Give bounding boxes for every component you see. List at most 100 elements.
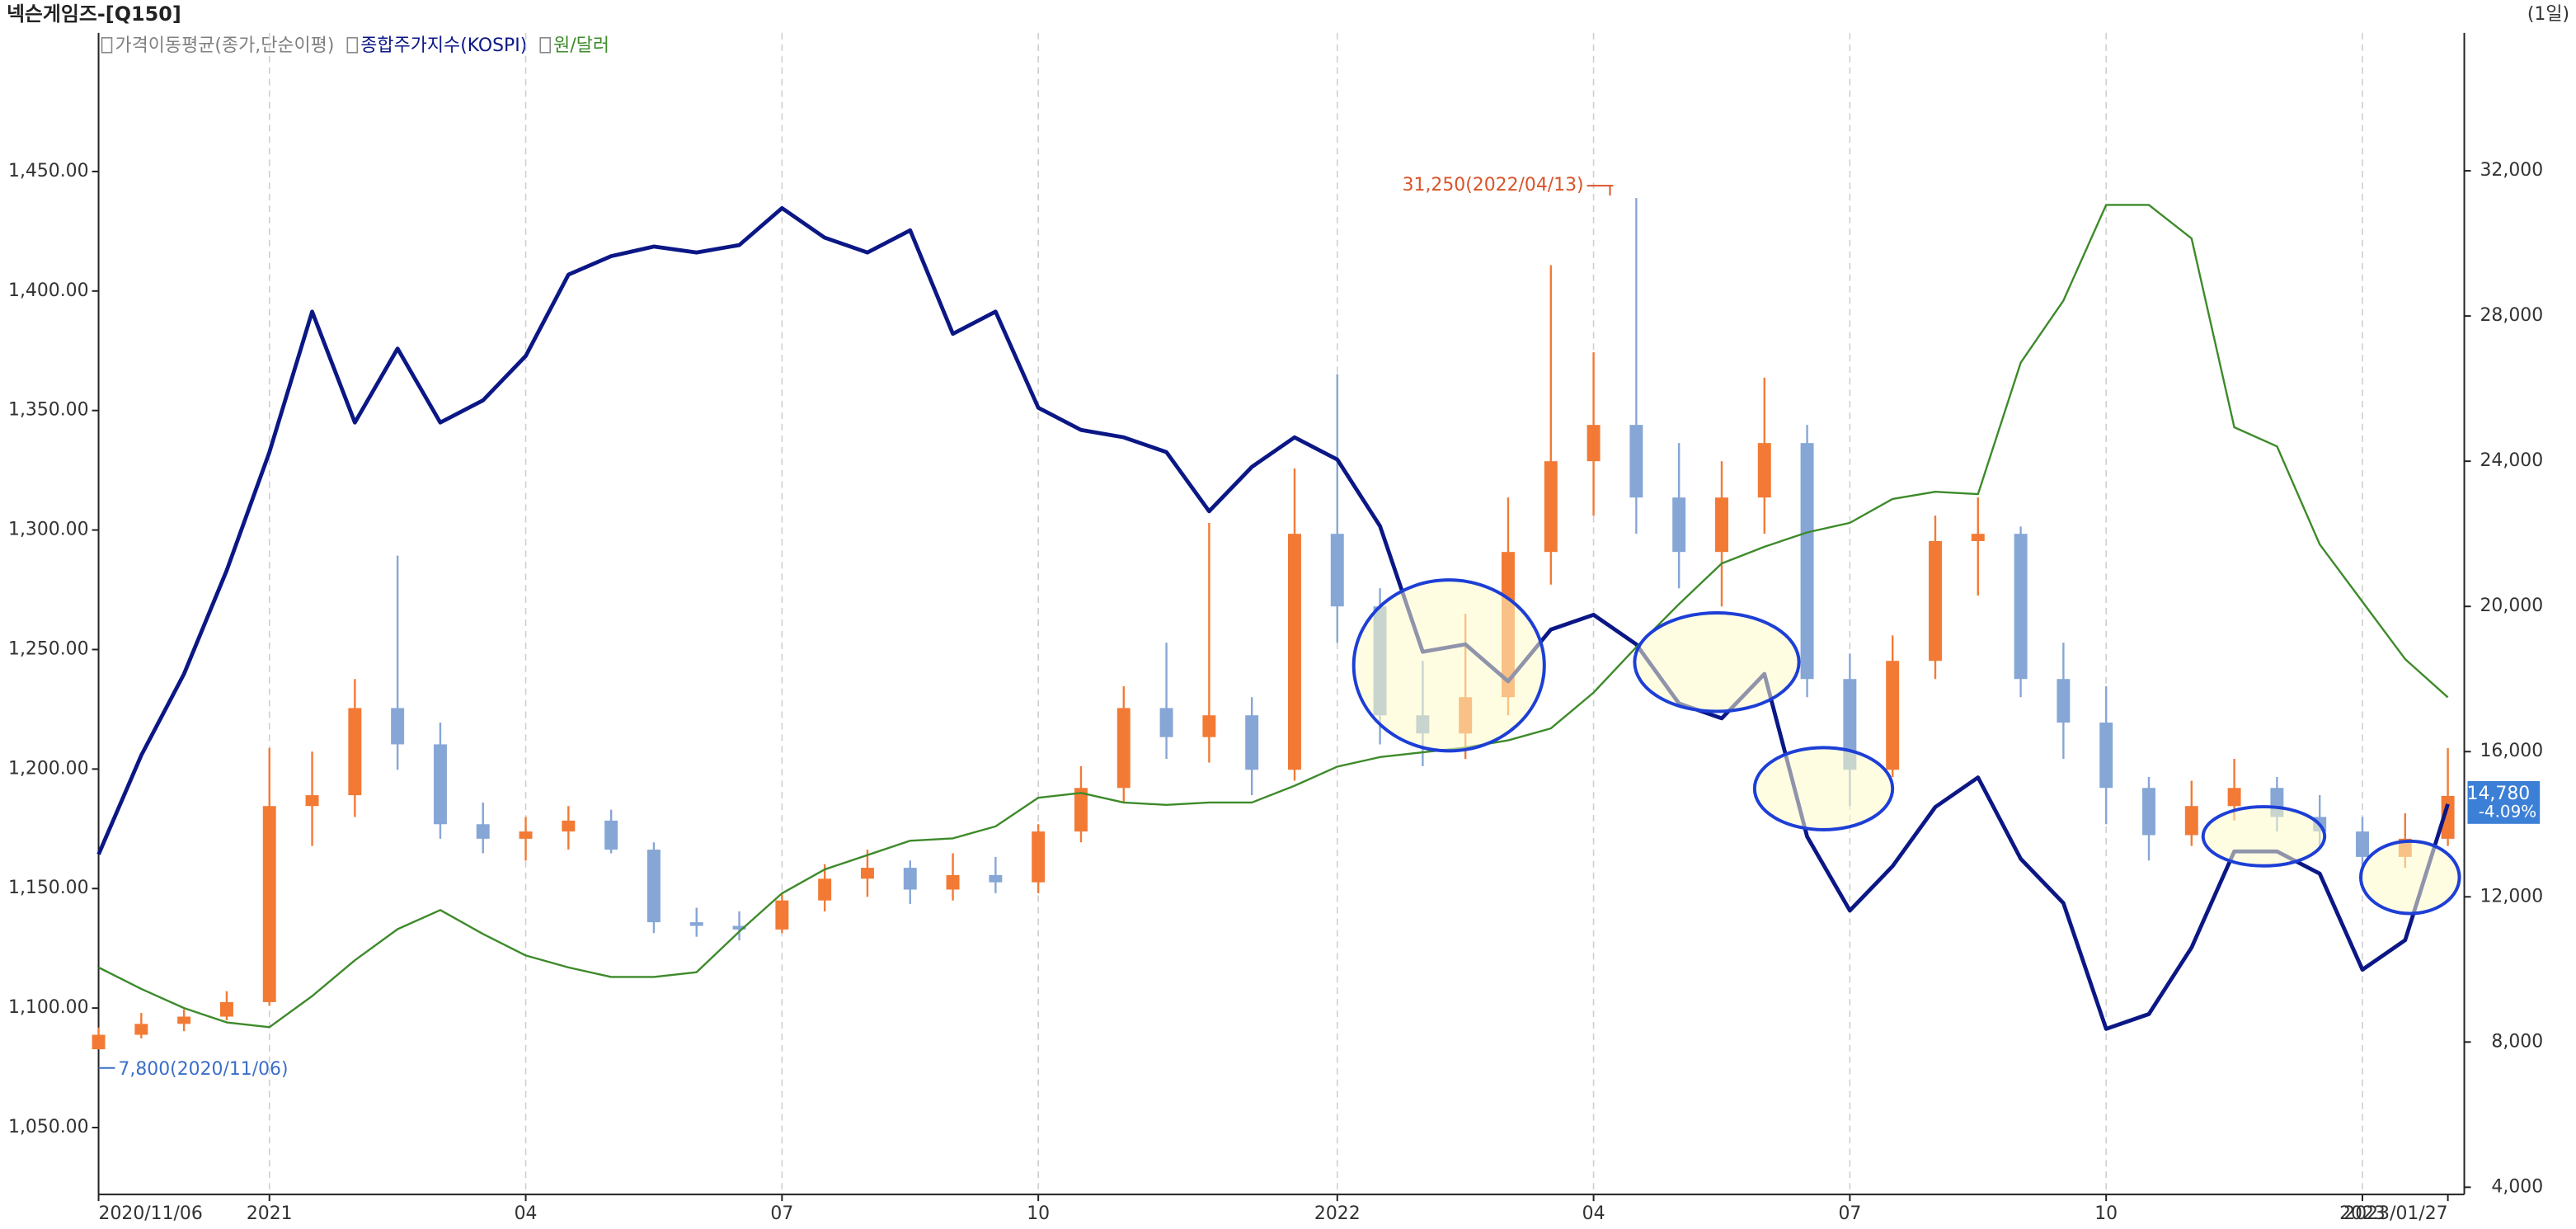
candle-body [1288, 534, 1301, 770]
candle-body [2014, 534, 2028, 680]
candle-body [1629, 425, 1643, 498]
last-price-label: 14,780 [2467, 784, 2531, 804]
candle-body [2142, 788, 2155, 836]
candle-body [1032, 831, 1046, 883]
candle-body [219, 1001, 233, 1017]
candle-body [946, 874, 960, 890]
y-tick-label: 1,100.00 [8, 997, 89, 1018]
x-tick-label: 04 [515, 1203, 538, 1224]
annotation: 31,250(2022/04/13) [1403, 175, 1584, 195]
candle-body [732, 925, 746, 930]
y2-tick-label: 20,000 [2480, 596, 2543, 616]
legend-icon [346, 37, 359, 54]
candle-body [2184, 806, 2198, 836]
y-tick-label: 1,350.00 [8, 400, 89, 421]
candle-body [433, 744, 447, 825]
y-tick-label: 1,250.00 [8, 638, 89, 659]
x-tick-label: 04 [1582, 1203, 1605, 1224]
last-price-box [2467, 781, 2541, 824]
candle-body [519, 831, 533, 839]
candle-body [818, 878, 832, 901]
highlights [1351, 578, 2461, 916]
y-tick-label: 1,450.00 [8, 161, 89, 181]
legend-icon [101, 37, 113, 54]
plot [92, 198, 2455, 1050]
legend-label: 원/달러 [553, 35, 609, 56]
highlight [1633, 611, 1801, 713]
candle-body [134, 1024, 148, 1035]
candle-body [262, 806, 276, 1002]
candle-body [1929, 540, 1942, 662]
x-tick-label: 2022 [1314, 1203, 1361, 1224]
y2-tick-label: 32,000 [2480, 160, 2543, 181]
highlight [2359, 839, 2461, 916]
x-tick-label: 07 [770, 1203, 793, 1224]
candle-body [1971, 534, 1985, 541]
y2-tick-label: 8,000 [2491, 1031, 2543, 1052]
y2-tick-label: 4,000 [2491, 1176, 2543, 1197]
candle-body [305, 795, 319, 807]
candle-body [1886, 661, 1900, 770]
y-tick-label: 1,050.00 [8, 1117, 89, 1137]
y2-tick-label: 16,000 [2480, 741, 2543, 761]
legend-label: 가격이동평균(종가,단순이평) [115, 35, 334, 56]
x-tick-label: 10 [1027, 1203, 1050, 1224]
chart-title: 넥슨게임즈-[Q150] [7, 2, 181, 26]
candle-body [2099, 723, 2113, 789]
legend-icon [539, 37, 551, 54]
candle-body [92, 1034, 106, 1050]
candle-body [1715, 497, 1728, 553]
candle-body [1330, 534, 1344, 607]
legend: 가격이동평균(종가,단순이평) 종합주가지수(KOSPI) 원/달러 [101, 35, 609, 56]
last-price: 14,780-4.09% [2467, 781, 2541, 824]
y2-tick-label: 24,000 [2480, 450, 2543, 471]
y2-tick-label: 12,000 [2480, 886, 2543, 906]
x-tick-label: 2020/11/06 [99, 1203, 203, 1224]
candle-body [391, 708, 405, 745]
candle-body [646, 850, 660, 923]
candle-body [2441, 795, 2455, 839]
y2-tick-label: 28,000 [2480, 305, 2543, 326]
y-tick-label: 1,150.00 [8, 878, 89, 898]
candle-body [1843, 679, 1857, 770]
x-tick-label: 2023/01/27 [2343, 1203, 2447, 1224]
series-line [98, 204, 2449, 1029]
candle-body [1202, 715, 1216, 737]
candle-body [476, 824, 490, 839]
candle-body [1245, 715, 1259, 770]
candle-body [1586, 425, 1601, 462]
x-tick-label: 2023 [2339, 1203, 2386, 1224]
annotation: 7,800(2020/11/06) [118, 1059, 288, 1080]
candle-body [860, 868, 874, 879]
candle-body [989, 874, 1003, 883]
y-tick-label: 1,300.00 [8, 520, 89, 540]
legend-label: 종합주가지수(KOSPI) [360, 35, 527, 56]
x-tick-label: 10 [2094, 1203, 2118, 1224]
candle-body [2356, 831, 2369, 857]
highlight [1752, 746, 1895, 831]
candle-body [2057, 679, 2071, 723]
candle-body [1800, 443, 1814, 680]
highlight [2201, 805, 2327, 868]
candle-body [1757, 443, 1771, 498]
candle-body [775, 900, 789, 930]
candle-body [348, 708, 362, 796]
annotation-high: 31,250(2022/04/13) [1403, 175, 1614, 195]
candle-body [604, 820, 618, 850]
candle-body [177, 1016, 191, 1024]
highlight [1351, 578, 1546, 753]
candle-body [1116, 708, 1131, 789]
y-tick-label: 1,200.00 [8, 758, 89, 779]
series-line [96, 205, 2450, 1031]
candle-body [1159, 708, 1173, 737]
x-tick-label: 2021 [247, 1203, 293, 1224]
candle-body [2227, 788, 2241, 807]
annotation-low: 7,800(2020/11/06) [98, 1059, 289, 1080]
candle-body [1074, 788, 1088, 832]
candle-body [562, 820, 576, 832]
change-label: -4.09% [2479, 802, 2536, 821]
candle-body [903, 868, 917, 890]
candle-body [1544, 461, 1558, 553]
